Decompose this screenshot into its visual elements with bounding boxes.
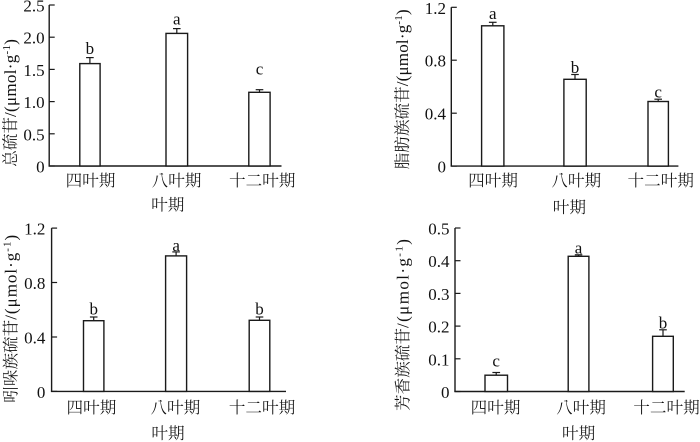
svg-text:0: 0 [36, 158, 45, 177]
svg-text:b: b [659, 314, 668, 333]
svg-text:0.1: 0.1 [428, 350, 449, 369]
svg-text:0: 0 [37, 383, 46, 402]
svg-text:0.2: 0.2 [428, 318, 449, 337]
svg-text:c: c [492, 352, 500, 371]
svg-text:b: b [89, 300, 98, 319]
svg-text:1.2: 1.2 [425, 0, 446, 18]
svg-text:0.5: 0.5 [428, 220, 449, 239]
svg-text:0: 0 [438, 158, 447, 177]
svg-text:a: a [575, 239, 583, 258]
svg-text:1.5: 1.5 [23, 61, 44, 80]
svg-text:/(μmol·g-1): /(μmol·g-1) [393, 9, 412, 86]
svg-text:2.5: 2.5 [23, 0, 44, 16]
svg-text:0: 0 [441, 383, 450, 402]
svg-text:0.8: 0.8 [24, 274, 45, 293]
svg-text:/(μmol·g-1): /(μmol·g-1) [1, 39, 20, 117]
svg-text:0.8: 0.8 [425, 52, 446, 71]
svg-text:b: b [255, 300, 264, 319]
svg-text:0.3: 0.3 [428, 285, 449, 304]
svg-text:a: a [173, 10, 181, 29]
svg-text:c: c [256, 60, 264, 79]
svg-text:0.4: 0.4 [425, 105, 447, 124]
svg-text:2.0: 2.0 [23, 29, 44, 48]
svg-text:1.2: 1.2 [24, 220, 45, 239]
svg-text:0.4: 0.4 [24, 329, 46, 348]
svg-text:1.0: 1.0 [23, 93, 44, 112]
svg-text:b: b [571, 58, 580, 77]
svg-text:/(μmol·g-1): /(μmol·g-1) [394, 238, 413, 328]
svg-text:a: a [172, 236, 180, 255]
svg-text:b: b [86, 39, 95, 58]
svg-text:/(μmol·g-1): /(μmol·g-1) [2, 234, 21, 320]
svg-text:0.4: 0.4 [428, 252, 450, 271]
svg-text:c: c [654, 83, 662, 102]
svg-text:0.5: 0.5 [23, 125, 44, 144]
svg-text:a: a [489, 4, 497, 23]
